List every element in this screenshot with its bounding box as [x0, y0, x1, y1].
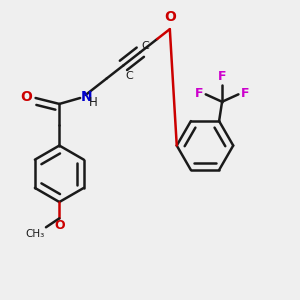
Text: N: N: [81, 90, 93, 104]
Text: F: F: [195, 87, 203, 100]
Text: O: O: [164, 10, 176, 24]
Text: H: H: [88, 96, 97, 109]
Text: F: F: [218, 70, 226, 83]
Text: F: F: [241, 87, 249, 100]
Text: C: C: [142, 41, 149, 51]
Text: O: O: [20, 90, 32, 104]
Text: O: O: [54, 219, 65, 232]
Text: C: C: [125, 71, 133, 81]
Text: CH₃: CH₃: [25, 229, 44, 239]
